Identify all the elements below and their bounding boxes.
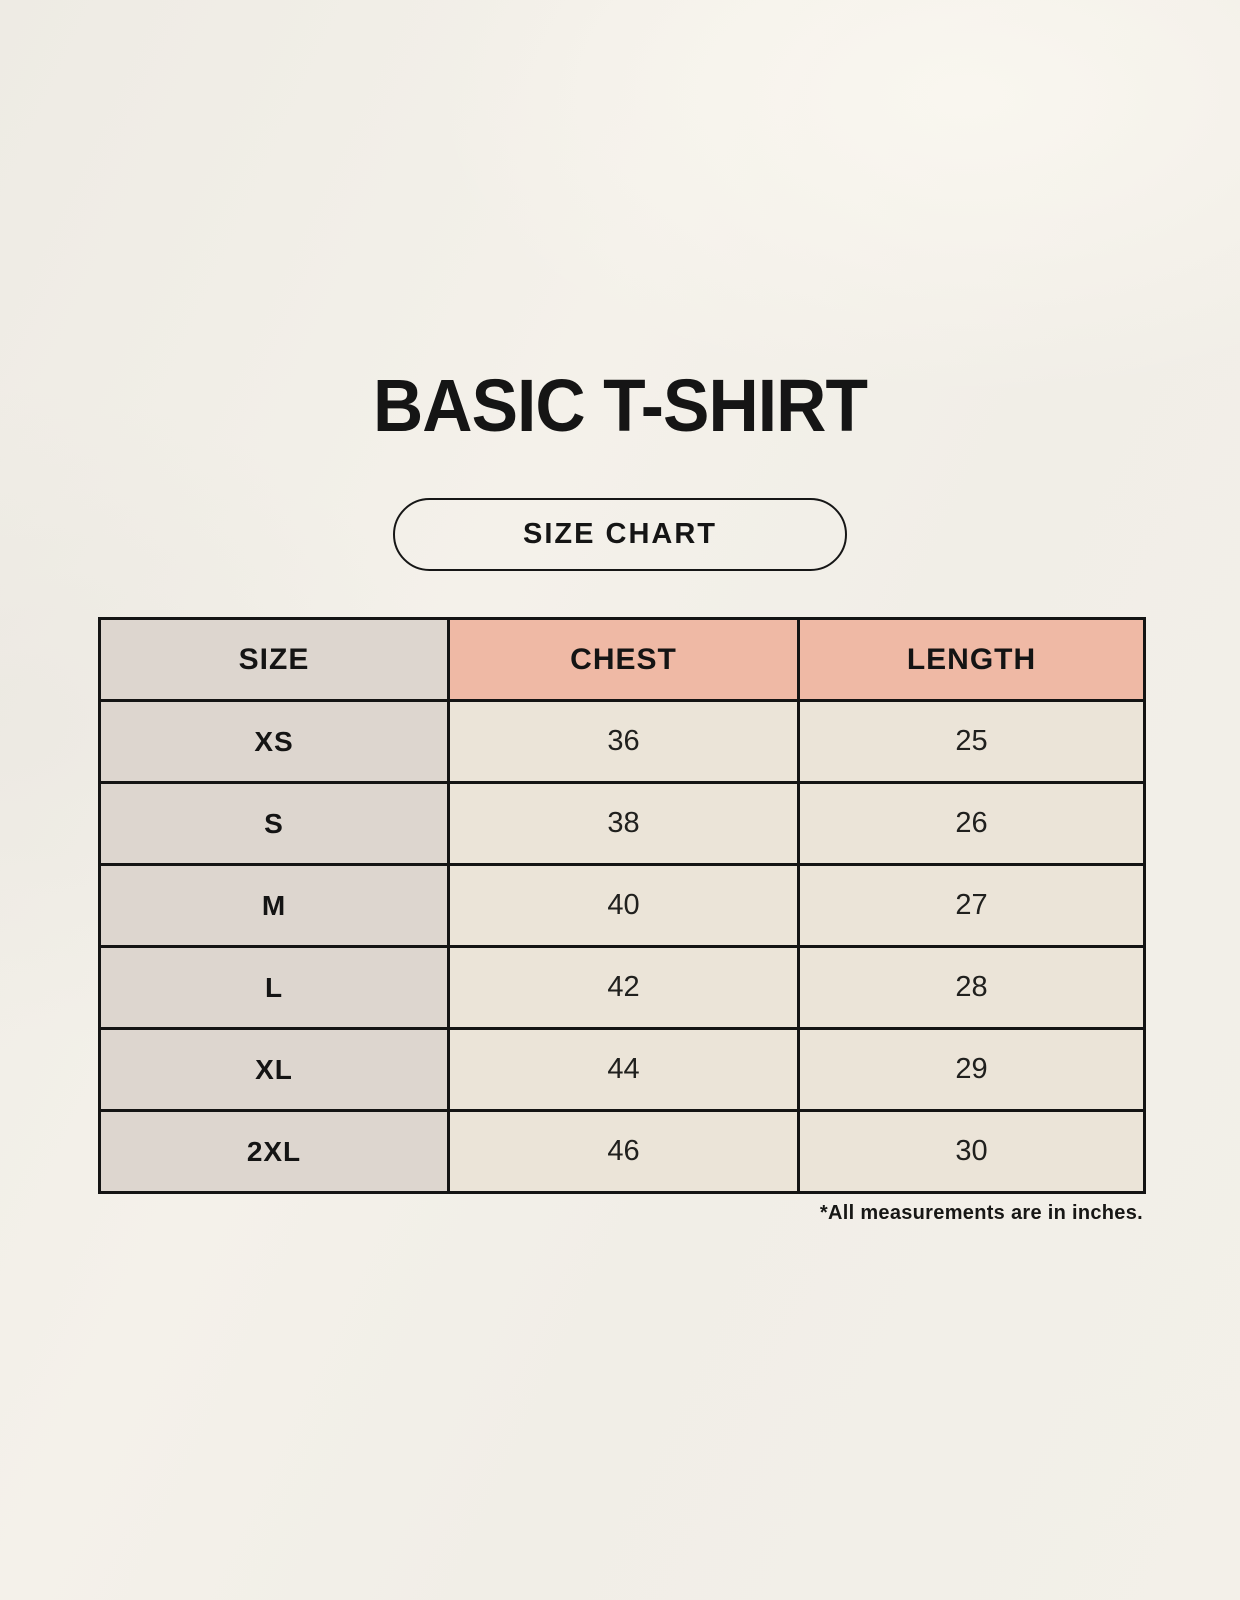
column-header-length: LENGTH [797,617,1146,702]
size-label: L [98,945,450,1030]
chest-value: 44 [447,1027,800,1112]
length-value: 26 [797,781,1146,866]
length-value: 29 [797,1027,1146,1112]
size-label: M [98,863,450,948]
column-header-size: SIZE [98,617,450,702]
table-row-m: M 40 27 [98,863,1146,948]
column-header-chest: CHEST [447,617,800,702]
table-row-s: S 38 26 [98,781,1146,866]
size-chart-badge: SIZE CHART [393,498,847,571]
length-value: 30 [797,1109,1146,1194]
chest-value: 42 [447,945,800,1030]
size-chart-badge-label: SIZE CHART [523,518,717,550]
size-table: SIZE CHEST LENGTH XS 36 25 S 38 26 M 40 … [98,617,1146,1194]
length-value: 25 [797,699,1146,784]
table-row-2xl: 2XL 46 30 [98,1109,1146,1194]
table-row-xs: XS 36 25 [98,699,1146,784]
chest-value: 46 [447,1109,800,1194]
length-value: 27 [797,863,1146,948]
page-title: BASIC T-SHIRT [372,364,868,447]
table-row-xl: XL 44 29 [98,1027,1146,1112]
size-label: 2XL [98,1109,450,1194]
length-value: 28 [797,945,1146,1030]
size-label: S [98,781,450,866]
chest-value: 36 [447,699,800,784]
size-label: XL [98,1027,450,1112]
chest-value: 40 [447,863,800,948]
table-header-row: SIZE CHEST LENGTH [98,617,1146,702]
size-label: XS [98,699,450,784]
measurements-footnote: *All measurements are in inches. [819,1202,1143,1224]
table-row-l: L 42 28 [98,945,1146,1030]
chest-value: 38 [447,781,800,866]
